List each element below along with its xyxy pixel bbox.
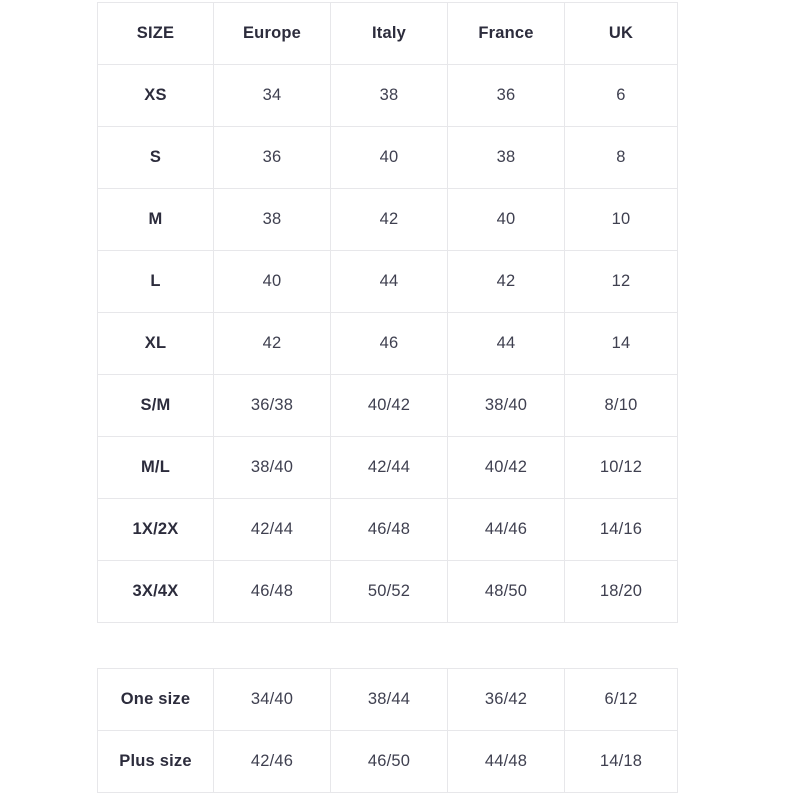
row-label-s: S: [97, 126, 214, 189]
cell-france: 40/42: [447, 436, 565, 499]
cell-italy: 38: [330, 64, 448, 127]
cell-europe: 42/46: [213, 730, 331, 793]
table-header: SIZE Europe Italy France UK: [97, 2, 678, 65]
cell-uk: 18/20: [564, 560, 678, 623]
column-header-size: SIZE: [97, 2, 214, 65]
column-header-france: France: [447, 2, 565, 65]
column-header-uk: UK: [564, 2, 678, 65]
table-row: XL 42 46 44 14: [97, 312, 678, 375]
cell-uk: 10: [564, 188, 678, 251]
row-label-m: M: [97, 188, 214, 251]
row-label-plus-size: Plus size: [97, 730, 214, 793]
row-label-one-size: One size: [97, 668, 214, 731]
cell-italy: 40: [330, 126, 448, 189]
table-row: L 40 44 42 12: [97, 250, 678, 313]
cell-france: 36: [447, 64, 565, 127]
cell-europe: 42/44: [213, 498, 331, 561]
cell-uk: 8/10: [564, 374, 678, 437]
cell-italy: 46/50: [330, 730, 448, 793]
table-row: S/M 36/38 40/42 38/40 8/10: [97, 374, 678, 437]
size-conversion-table: SIZE Europe Italy France UK XS 34 38 36 …: [97, 2, 678, 623]
row-label-xl: XL: [97, 312, 214, 375]
table-header-row: SIZE Europe Italy France UK: [97, 2, 678, 65]
cell-italy: 46: [330, 312, 448, 375]
cell-france: 48/50: [447, 560, 565, 623]
cell-france: 36/42: [447, 668, 565, 731]
cell-europe: 46/48: [213, 560, 331, 623]
cell-europe: 34/40: [213, 668, 331, 731]
one-size-plus-size-table: One size 34/40 38/44 36/42 6/12 Plus siz…: [97, 668, 678, 793]
cell-europe: 38: [213, 188, 331, 251]
cell-france: 44/46: [447, 498, 565, 561]
cell-italy: 42/44: [330, 436, 448, 499]
cell-uk: 14/18: [564, 730, 678, 793]
cell-europe: 42: [213, 312, 331, 375]
cell-france: 44/48: [447, 730, 565, 793]
table-row: 3X/4X 46/48 50/52 48/50 18/20: [97, 560, 678, 623]
cell-italy: 38/44: [330, 668, 448, 731]
cell-europe: 38/40: [213, 436, 331, 499]
cell-france: 40: [447, 188, 565, 251]
table-body: One size 34/40 38/44 36/42 6/12 Plus siz…: [97, 668, 678, 793]
cell-europe: 34: [213, 64, 331, 127]
cell-italy: 44: [330, 250, 448, 313]
row-label-xs: XS: [97, 64, 214, 127]
cell-france: 38: [447, 126, 565, 189]
row-label-ml: M/L: [97, 436, 214, 499]
table-row: Plus size 42/46 46/50 44/48 14/18: [97, 730, 678, 793]
cell-europe: 36/38: [213, 374, 331, 437]
cell-italy: 42: [330, 188, 448, 251]
cell-uk: 14: [564, 312, 678, 375]
cell-europe: 40: [213, 250, 331, 313]
cell-italy: 46/48: [330, 498, 448, 561]
cell-uk: 10/12: [564, 436, 678, 499]
table-row: XS 34 38 36 6: [97, 64, 678, 127]
cell-france: 44: [447, 312, 565, 375]
cell-uk: 8: [564, 126, 678, 189]
cell-france: 42: [447, 250, 565, 313]
cell-uk: 6/12: [564, 668, 678, 731]
table-body: XS 34 38 36 6 S 36 40 38 8 M 38 42 40 10: [97, 64, 678, 623]
table-row: M/L 38/40 42/44 40/42 10/12: [97, 436, 678, 499]
cell-france: 38/40: [447, 374, 565, 437]
row-label-1x2x: 1X/2X: [97, 498, 214, 561]
row-label-3x4x: 3X/4X: [97, 560, 214, 623]
row-label-sm: S/M: [97, 374, 214, 437]
column-header-italy: Italy: [330, 2, 448, 65]
table-row: S 36 40 38 8: [97, 126, 678, 189]
table-row: One size 34/40 38/44 36/42 6/12: [97, 668, 678, 731]
column-header-europe: Europe: [213, 2, 331, 65]
row-label-l: L: [97, 250, 214, 313]
table-row: 1X/2X 42/44 46/48 44/46 14/16: [97, 498, 678, 561]
cell-uk: 14/16: [564, 498, 678, 561]
cell-uk: 6: [564, 64, 678, 127]
cell-europe: 36: [213, 126, 331, 189]
cell-italy: 40/42: [330, 374, 448, 437]
cell-uk: 12: [564, 250, 678, 313]
table-row: M 38 42 40 10: [97, 188, 678, 251]
cell-italy: 50/52: [330, 560, 448, 623]
